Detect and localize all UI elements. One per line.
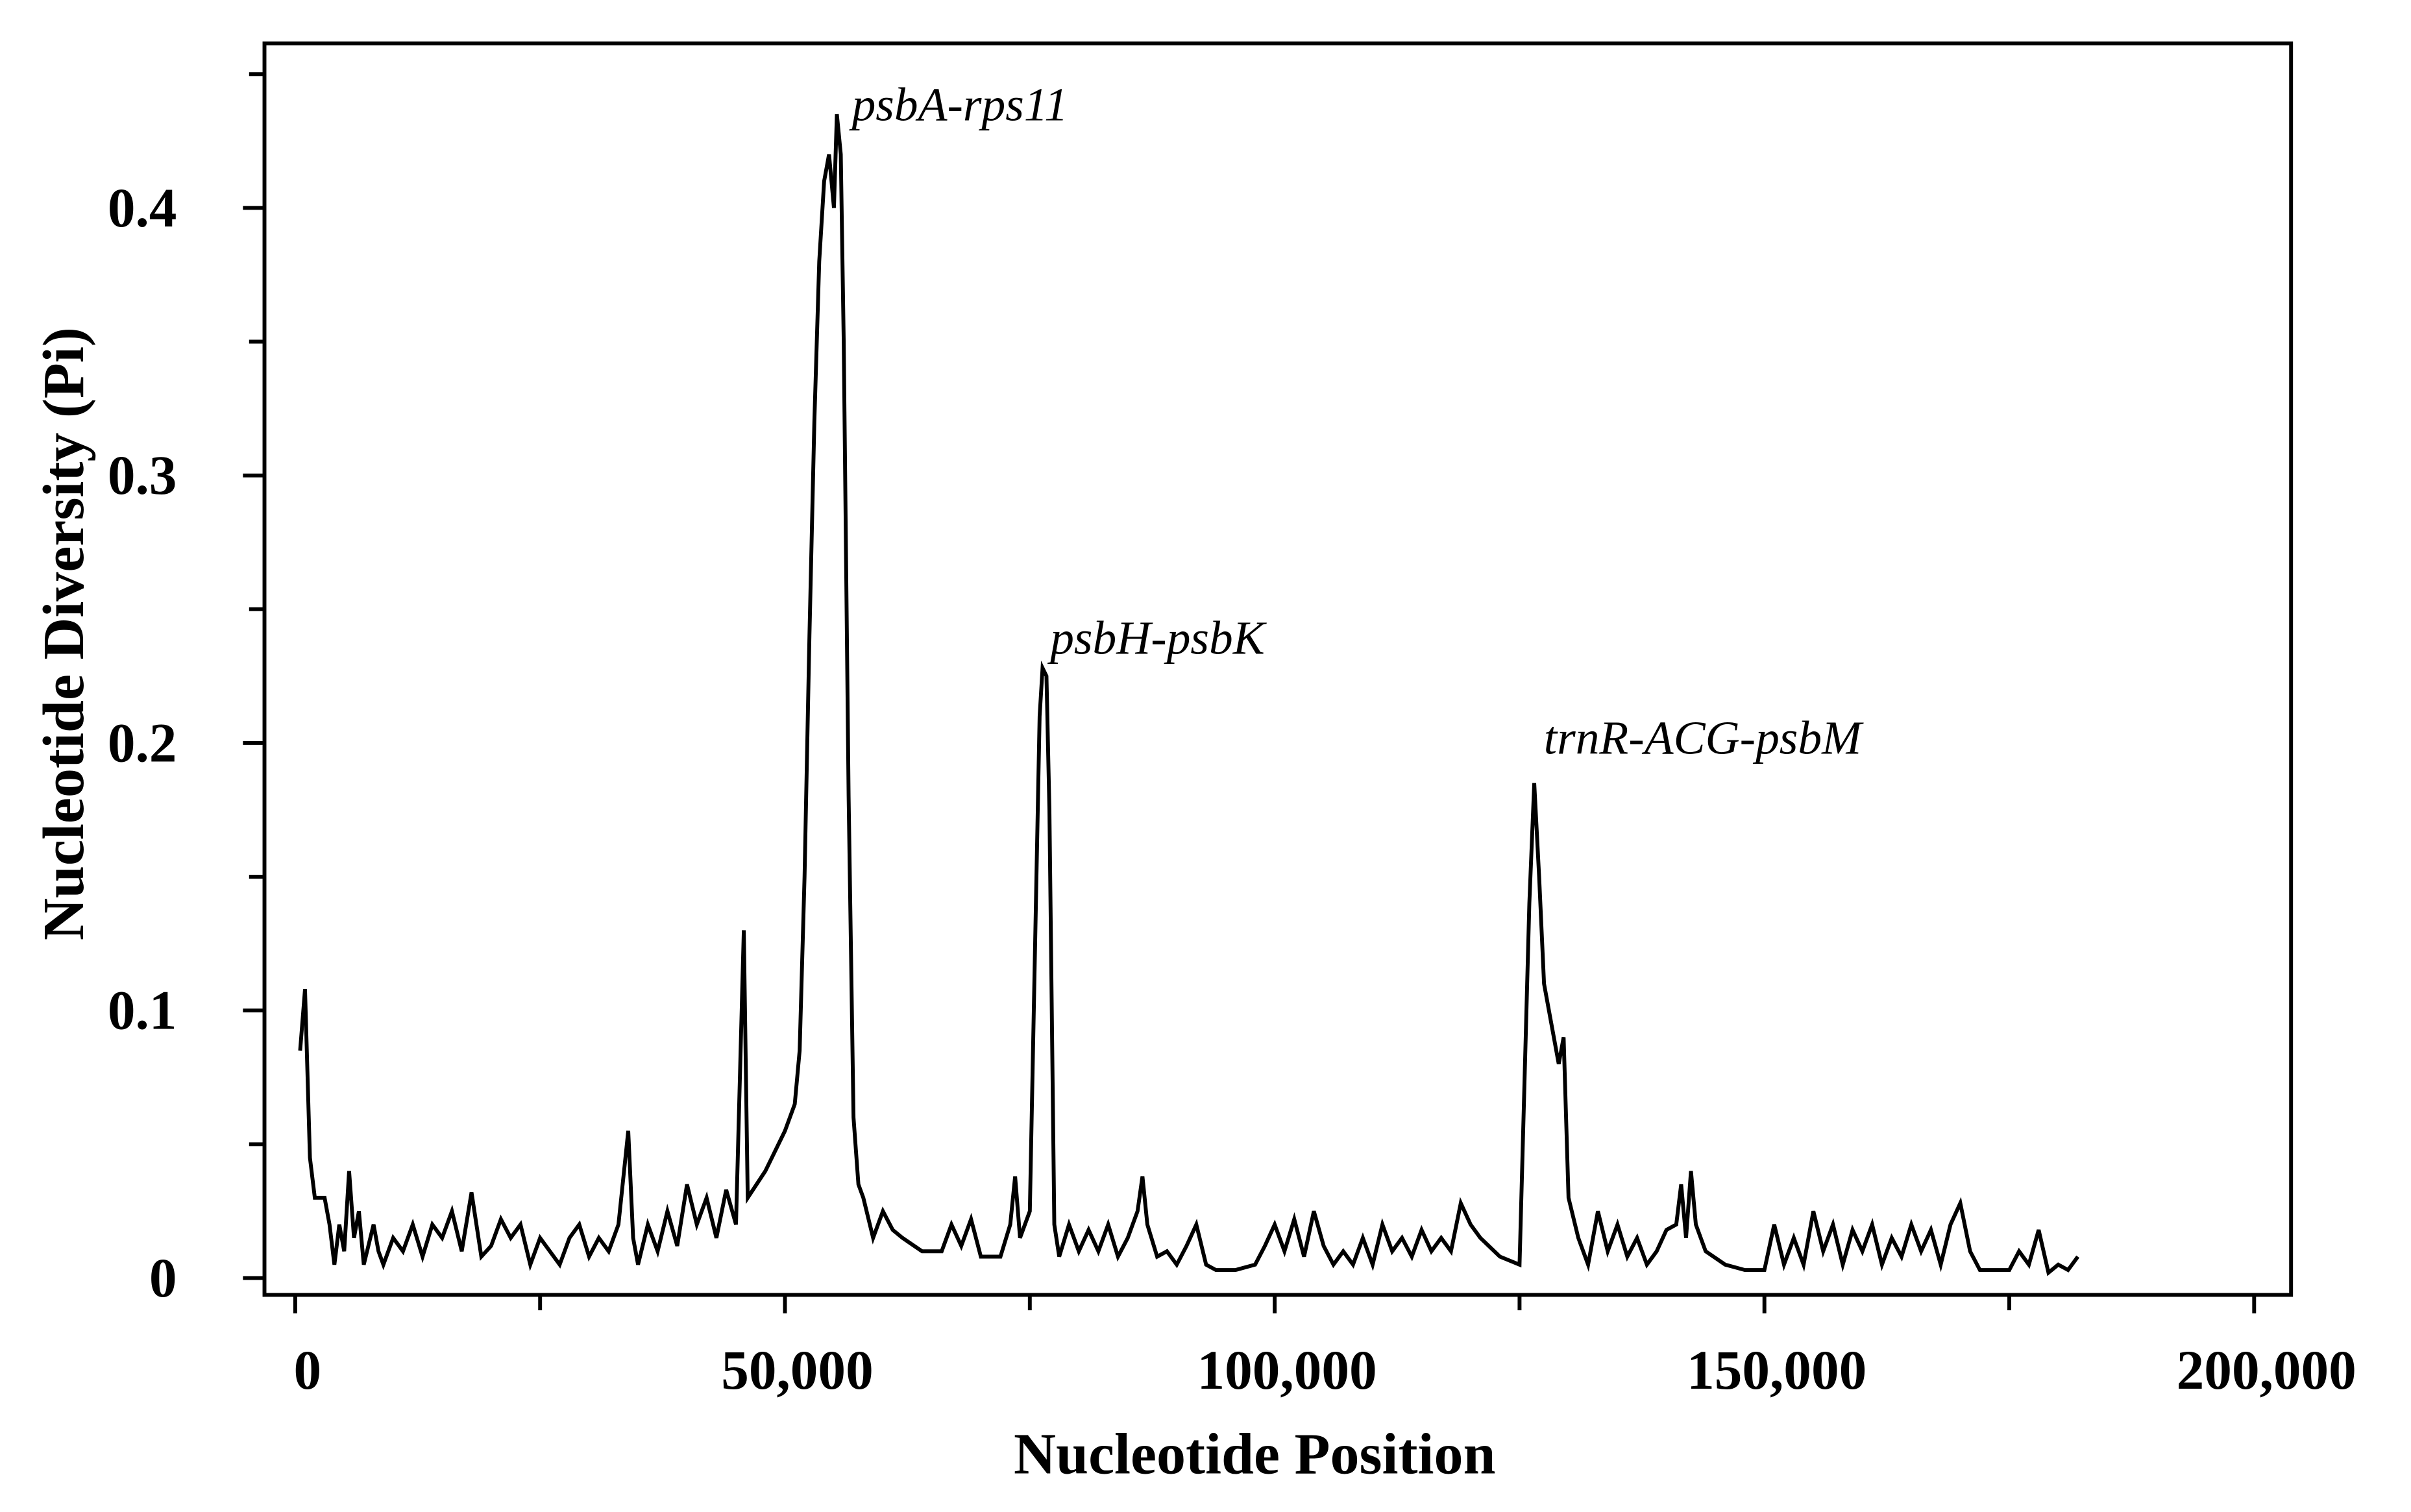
y-axis-title: Nucleotide Diversity (Pi) xyxy=(32,327,96,940)
x-tick-label: 150,000 xyxy=(1687,1340,1866,1401)
peak-annotation: trnR-ACG-psbM xyxy=(1544,711,1864,764)
y-tick-label: 0.2 xyxy=(108,713,177,774)
y-tick-label: 0 xyxy=(149,1248,177,1309)
peak-annotation: psbA-rps11 xyxy=(849,78,1068,130)
y-tick-label: 0.1 xyxy=(108,981,177,1042)
x-axis-title: Nucleotide Position xyxy=(1014,1422,1496,1486)
y-tick-label: 0.4 xyxy=(108,178,177,239)
peak-annotation: psbH-psbK xyxy=(1047,611,1267,664)
y-tick-label: 0.3 xyxy=(108,445,177,506)
x-tick-label: 50,000 xyxy=(721,1340,874,1401)
x-tick-label: 0 xyxy=(294,1340,322,1401)
x-tick-label: 200,000 xyxy=(2177,1340,2356,1401)
data-line xyxy=(298,114,2080,1276)
x-tick-label: 100,000 xyxy=(1197,1340,1377,1401)
plot-frame xyxy=(262,41,2294,1297)
